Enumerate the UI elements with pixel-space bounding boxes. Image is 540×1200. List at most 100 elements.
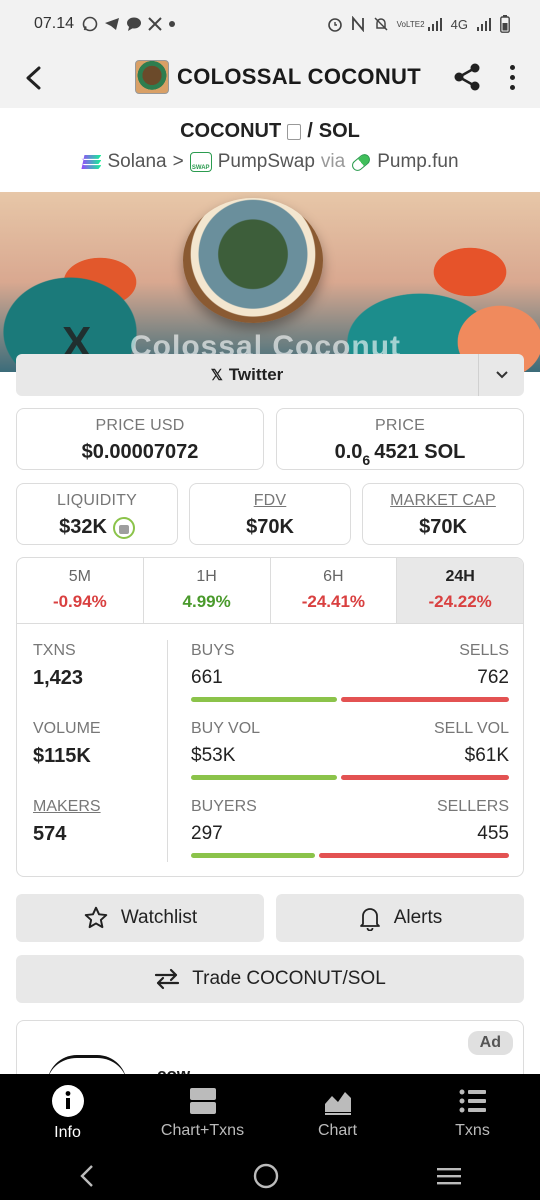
price-subscript: 6 — [362, 451, 371, 468]
watchlist-button[interactable]: Watchlist — [16, 894, 264, 942]
volume-label: VOLUME — [33, 720, 101, 737]
system-icons: VoLTE2 4G — [327, 15, 510, 33]
sellers-label: SELLERS — [436, 798, 509, 815]
via-label: via — [320, 151, 346, 172]
watchlist-label: Watchlist — [120, 907, 198, 928]
lock-icon[interactable] — [112, 516, 135, 539]
socials-dropdown-button[interactable] — [478, 354, 524, 396]
price-usd-card: PRICE USD $0.00007072 — [16, 408, 264, 470]
system-back-icon[interactable] — [77, 1163, 97, 1189]
chart-txns-icon — [189, 1088, 216, 1114]
twitter-button[interactable]: 𝕏 Twitter — [16, 365, 478, 385]
sells-value: 762 — [477, 667, 509, 688]
volume-split-values: $53K $61K — [191, 745, 509, 767]
alerts-button[interactable]: Alerts — [276, 894, 524, 942]
price-native-label: PRICE — [375, 417, 425, 434]
sell-vol-label: SELL VOL — [433, 720, 509, 737]
telegram-icon — [105, 18, 120, 30]
solana-icon — [81, 155, 102, 169]
pair-separator: / — [307, 120, 313, 142]
liquidity-card: LIQUIDITY $32K — [16, 483, 178, 545]
star-icon — [84, 906, 108, 929]
copy-icon[interactable] — [287, 123, 302, 140]
sell-bar — [340, 697, 509, 702]
sell-bar — [319, 853, 509, 858]
list-icon — [459, 1089, 486, 1113]
top-app-bar: COLOSSAL COCONUT — [0, 48, 540, 108]
nav-info[interactable]: Info — [0, 1074, 135, 1152]
buy-bar — [191, 697, 337, 702]
ad-card[interactable]: Ad cow — [16, 1020, 524, 1080]
liquidity-value: $32K — [59, 516, 107, 538]
nav-label: Chart — [317, 1122, 358, 1139]
status-time: 07.14 — [34, 15, 75, 32]
tab-label: 1H — [196, 568, 217, 585]
back-button[interactable] — [16, 60, 52, 96]
fdv-card[interactable]: FDV $70K — [189, 483, 351, 545]
volume-split-stat: BUY VOL SELL VOL $53K $61K — [191, 720, 509, 780]
dex-link[interactable]: PumpSwap — [217, 151, 315, 172]
tab-5m[interactable]: 5M -0.94% — [17, 558, 144, 623]
buys-sells-bar — [191, 697, 509, 702]
price-usd-label: PRICE USD — [95, 417, 185, 434]
pumpfun-icon — [350, 151, 373, 173]
makers-split-labels: BUYERS SELLERS — [191, 798, 509, 816]
volte-label: VoLTE2 — [396, 19, 425, 29]
dot-icon — [169, 21, 176, 27]
fdv-value: $70K — [246, 516, 294, 538]
dot — [509, 64, 515, 70]
nav-label: Txns — [455, 1122, 490, 1139]
nav-chart-txns[interactable]: Chart+Txns — [135, 1074, 270, 1152]
makers-split-values: 297 455 — [191, 823, 509, 845]
chevron-right-icon: > — [172, 151, 184, 172]
more-options-button[interactable] — [500, 60, 524, 94]
token-title-group: COLOSSAL COCONUT — [135, 60, 421, 94]
makers-split-stat: BUYERS SELLERS 297 455 — [191, 798, 509, 858]
share-icon — [454, 63, 480, 91]
alarm-icon — [327, 18, 342, 32]
arrow-left-icon — [26, 66, 41, 90]
chain-route: Solana > SWAP PumpSwap via Pump.fun — [0, 151, 540, 173]
makers-stat[interactable]: MAKERS 574 — [33, 798, 101, 846]
tab-24h[interactable]: 24H -24.22% — [397, 558, 523, 623]
system-recents-icon[interactable] — [435, 1165, 463, 1187]
buy-bar — [191, 775, 338, 780]
sell-bar — [341, 775, 509, 780]
share-button[interactable] — [450, 60, 484, 94]
market-cap-label: MARKET CAP — [390, 492, 496, 509]
price-native-card: PRICE 0.0 6 4521 SOL — [276, 408, 524, 470]
x-logo-icon: 𝕏 — [210, 367, 223, 384]
nav-label: Chart+Txns — [160, 1122, 245, 1139]
makers-split-bar — [191, 853, 509, 858]
sell-vol-value: $61K — [464, 745, 509, 766]
nav-txns[interactable]: Txns — [405, 1074, 540, 1152]
nav-chart[interactable]: Chart — [270, 1074, 405, 1152]
socials-bar: 𝕏 Twitter — [16, 354, 524, 396]
sells-label: SELLS — [459, 642, 509, 659]
volume-split-labels: BUY VOL SELL VOL — [191, 720, 509, 738]
signal-icon — [427, 18, 442, 31]
token-avatar — [135, 60, 169, 94]
trade-button[interactable]: Trade COCONUT/SOL — [16, 955, 524, 1003]
token-banner: X Colossal Coconut — [0, 192, 540, 372]
volume-stat: VOLUME $115K — [33, 720, 101, 768]
dot — [509, 74, 515, 80]
price-prefix: 0.0 — [334, 441, 363, 463]
price-native-value: 0.0 6 4521 SOL — [277, 441, 523, 468]
twitter-label: Twitter — [228, 365, 284, 384]
market-cap-value: $70K — [419, 516, 467, 538]
nfc-icon — [351, 16, 364, 32]
launchpad-link[interactable]: Pump.fun — [377, 151, 459, 172]
info-icon — [51, 1085, 84, 1117]
coconut-artwork — [183, 198, 323, 323]
tab-6h[interactable]: 6H -24.41% — [271, 558, 398, 623]
tab-label: 6H — [323, 568, 344, 585]
buys-label: BUYS — [191, 642, 235, 659]
liquidity-label: LIQUIDITY — [56, 492, 138, 509]
tab-1h[interactable]: 1H 4.99% — [144, 558, 271, 623]
market-cap-card[interactable]: MARKET CAP $70K — [362, 483, 524, 545]
system-home-icon[interactable] — [252, 1162, 280, 1190]
page-title: COLOSSAL COCONUT — [177, 64, 421, 89]
chain-link[interactable]: Solana — [107, 151, 167, 172]
status-bar: 07.14 VoLTE2 4G — [0, 0, 540, 48]
